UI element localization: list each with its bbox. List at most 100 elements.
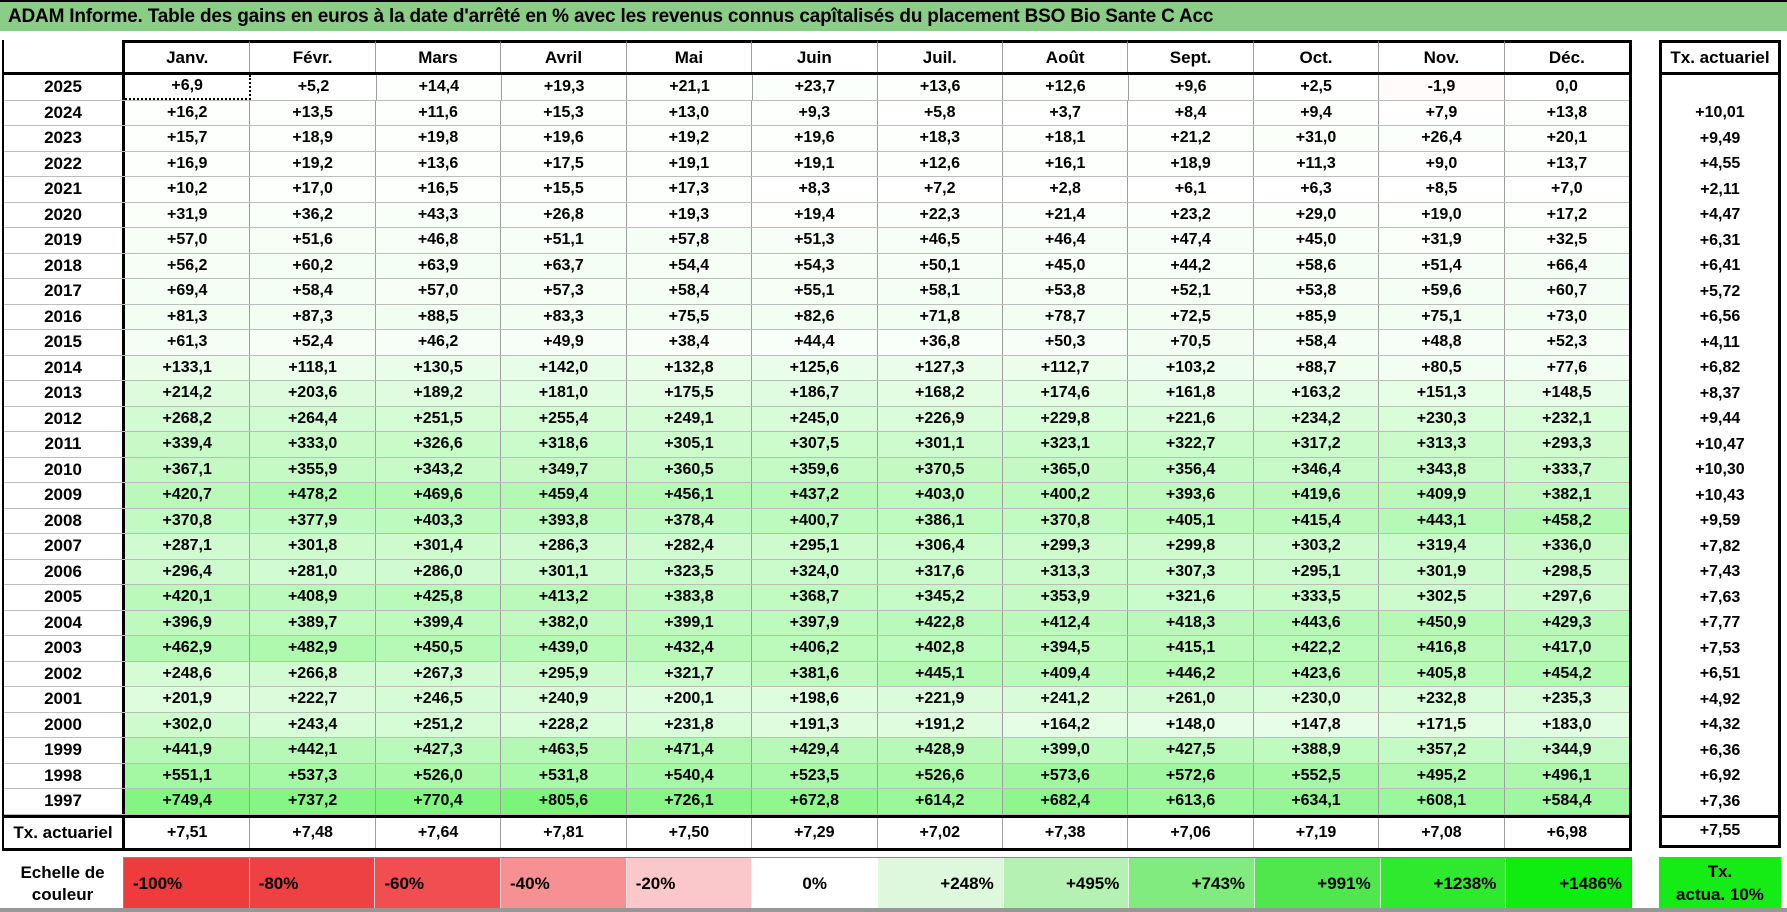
gain-cell[interactable]: +396,9 [125, 610, 251, 635]
gain-cell[interactable]: +297,6 [1504, 585, 1630, 610]
column-header-mars[interactable]: Mars [375, 40, 502, 72]
gain-cell[interactable]: +186,7 [752, 381, 878, 406]
row-header-year[interactable]: 2017 [4, 279, 125, 304]
gain-cell[interactable]: +241,2 [1002, 687, 1129, 712]
gain-cell[interactable]: +15,5 [501, 177, 627, 202]
gain-cell[interactable]: +75,5 [626, 304, 753, 329]
gain-cell[interactable]: +359,6 [752, 457, 878, 482]
gain-cell[interactable]: +552,5 [1253, 763, 1380, 788]
gain-cell[interactable]: +420,1 [125, 585, 251, 610]
gain-cell[interactable]: +142,0 [501, 355, 627, 380]
gain-cell[interactable]: +44,4 [752, 330, 878, 355]
gain-cell[interactable]: +317,2 [1253, 432, 1380, 457]
gain-cell[interactable]: +8,3 [752, 177, 878, 202]
gain-cell[interactable]: +71,8 [877, 304, 1003, 329]
gain-cell[interactable]: +161,8 [1128, 381, 1254, 406]
gain-cell[interactable]: +31,9 [1379, 228, 1505, 253]
gain-cell[interactable]: +523,5 [752, 763, 878, 788]
gain-cell[interactable]: +3,7 [1002, 100, 1129, 125]
footer-label[interactable]: Tx. actuariel [4, 817, 125, 848]
gain-cell[interactable]: +151,3 [1379, 381, 1505, 406]
gain-cell[interactable]: +6,1 [1128, 177, 1254, 202]
gain-cell[interactable]: +51,6 [250, 228, 376, 253]
gain-cell[interactable]: +51,1 [501, 228, 627, 253]
gain-cell[interactable]: +420,7 [125, 483, 251, 508]
row-header-year[interactable]: 2006 [4, 559, 125, 584]
gain-cell[interactable]: +264,4 [250, 406, 376, 431]
gain-cell[interactable]: +8,4 [1128, 100, 1254, 125]
gain-cell[interactable]: +301,9 [1379, 559, 1505, 584]
tx-cell[interactable]: +9,59 [1699, 512, 1741, 530]
gain-cell[interactable]: +360,5 [626, 457, 753, 482]
gain-cell[interactable]: +133,1 [125, 355, 251, 380]
row-header-year[interactable]: 1999 [4, 738, 125, 763]
footer-cell[interactable]: +7,81 [501, 817, 627, 848]
tx-cell[interactable]: +4,11 [1700, 333, 1740, 351]
gain-cell[interactable]: +13,0 [626, 100, 753, 125]
gain-cell[interactable]: +148,0 [1128, 712, 1254, 737]
gain-cell[interactable]: +261,0 [1128, 687, 1254, 712]
gain-cell[interactable]: +19,2 [626, 126, 753, 151]
tx-cell[interactable]: +8,37 [1699, 384, 1741, 402]
gain-cell[interactable]: +13,6 [877, 75, 1004, 100]
tx-cell[interactable]: +10,43 [1695, 486, 1745, 504]
gain-cell[interactable]: +148,5 [1504, 381, 1630, 406]
gain-cell[interactable]: +232,1 [1504, 406, 1630, 431]
gain-cell[interactable]: +409,9 [1379, 483, 1505, 508]
gain-cell[interactable]: +49,9 [501, 330, 627, 355]
gain-cell[interactable]: +9,6 [1128, 75, 1254, 100]
gain-cell[interactable]: +400,7 [752, 508, 878, 533]
gain-cell[interactable]: +23,7 [752, 75, 878, 100]
row-header-year[interactable]: 2012 [4, 406, 125, 431]
gain-cell[interactable]: +19,4 [752, 202, 878, 227]
gain-cell[interactable]: +443,6 [1253, 610, 1380, 635]
gain-cell[interactable]: +17,3 [626, 177, 753, 202]
gain-cell[interactable]: +408,9 [250, 585, 376, 610]
gain-cell[interactable]: +531,8 [501, 763, 627, 788]
gain-cell[interactable]: +322,7 [1128, 432, 1254, 457]
gain-cell[interactable]: +58,4 [626, 279, 753, 304]
gain-cell[interactable]: +85,9 [1253, 304, 1380, 329]
gain-cell[interactable]: +394,5 [1002, 636, 1129, 661]
gain-cell[interactable]: +370,5 [877, 457, 1003, 482]
gain-cell[interactable]: +343,8 [1379, 457, 1505, 482]
gain-cell[interactable]: +240,9 [501, 687, 627, 712]
column-header-nov[interactable]: Nov. [1379, 40, 1505, 72]
gain-cell[interactable]: +13,7 [1504, 151, 1630, 176]
gain-cell[interactable]: +45,0 [1002, 253, 1129, 278]
gain-cell[interactable]: +58,6 [1253, 253, 1380, 278]
gain-cell[interactable]: +386,1 [877, 508, 1003, 533]
gain-cell[interactable]: +127,3 [877, 355, 1003, 380]
gain-cell[interactable]: +80,5 [1379, 355, 1505, 380]
gain-cell[interactable]: +21,4 [1002, 202, 1129, 227]
row-header-year[interactable]: 2014 [4, 355, 125, 380]
gain-cell[interactable]: +805,6 [501, 789, 627, 814]
footer-cell[interactable]: +7,02 [877, 817, 1003, 848]
gain-cell[interactable]: +54,3 [752, 253, 878, 278]
gain-cell[interactable]: +526,6 [877, 763, 1003, 788]
gain-cell[interactable]: +336,0 [1504, 534, 1630, 559]
row-header-year[interactable]: 2019 [4, 228, 125, 253]
row-header-year[interactable]: 2001 [4, 687, 125, 712]
gain-cell[interactable]: +317,6 [877, 559, 1003, 584]
gain-cell[interactable]: +63,9 [375, 253, 502, 278]
gain-cell[interactable]: +298,5 [1504, 559, 1630, 584]
gain-cell[interactable]: +19,3 [626, 202, 753, 227]
gain-cell[interactable]: +57,8 [626, 228, 753, 253]
gain-cell[interactable]: +770,4 [375, 789, 502, 814]
footer-cell[interactable]: +7,38 [1002, 817, 1129, 848]
gain-cell[interactable]: +301,1 [501, 559, 627, 584]
gain-cell[interactable]: +495,2 [1379, 763, 1505, 788]
row-header-year[interactable]: 2016 [4, 304, 125, 329]
gain-cell[interactable]: +56,2 [125, 253, 251, 278]
gain-cell[interactable]: +230,3 [1379, 406, 1505, 431]
gain-cell[interactable]: +301,4 [375, 534, 502, 559]
gain-cell[interactable]: +355,9 [250, 457, 376, 482]
gain-cell[interactable]: +326,6 [375, 432, 502, 457]
gain-cell[interactable]: +346,4 [1253, 457, 1380, 482]
gain-cell[interactable]: +381,6 [752, 661, 878, 686]
gain-cell[interactable]: +249,1 [626, 406, 753, 431]
gain-cell[interactable]: +537,3 [250, 763, 376, 788]
gain-cell[interactable]: +416,8 [1379, 636, 1505, 661]
gain-cell[interactable]: +16,9 [125, 151, 251, 176]
